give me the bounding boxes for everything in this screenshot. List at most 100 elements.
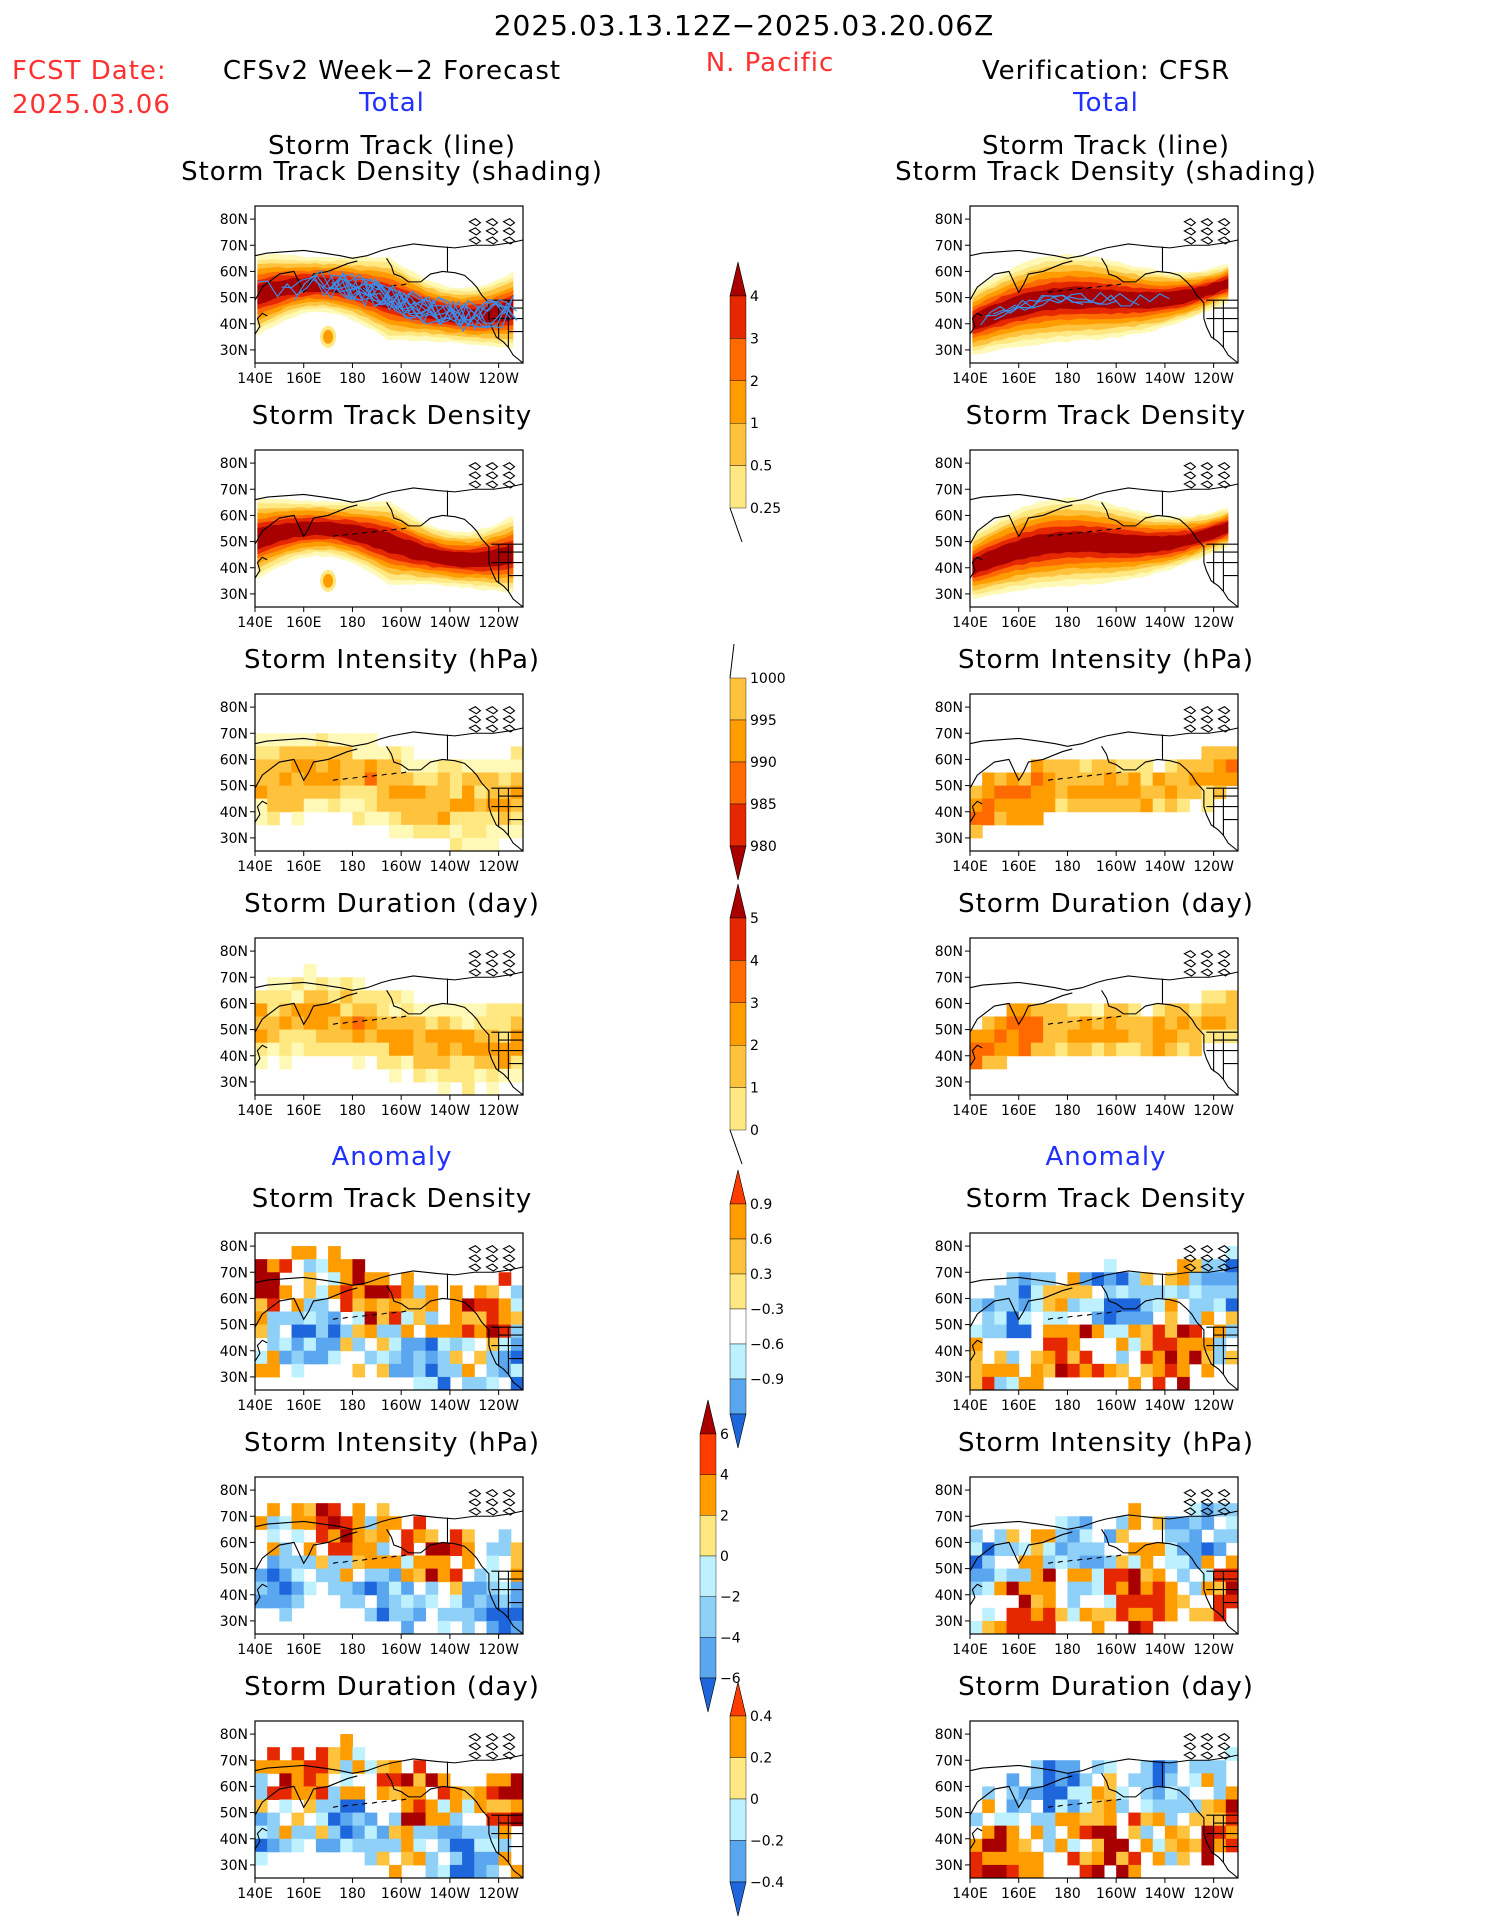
colorbar-cap: [729, 1129, 743, 1165]
grid-cell: [1067, 1363, 1081, 1378]
grid-cell: [1067, 1324, 1081, 1339]
storm-track-line: [341, 270, 518, 328]
lon-tick-label: 120W: [478, 615, 519, 631]
grid-cell: [1018, 1799, 1032, 1814]
grid-cell: [255, 1760, 268, 1774]
grid-cell: [462, 1337, 475, 1352]
colorbar-label: −2: [720, 1590, 741, 1606]
colorbar-segment: [729, 719, 747, 763]
grid-cell: [1079, 1607, 1093, 1622]
colorbar-label: 3: [750, 996, 759, 1012]
grid-cell: [486, 759, 500, 773]
grid-cell: [291, 1350, 305, 1365]
grid-cell: [279, 798, 293, 813]
grid-cell: [340, 1786, 353, 1800]
lat-tick-label: 50N: [935, 1318, 963, 1334]
grid-cell: [498, 1350, 512, 1365]
grid-cell: [510, 746, 524, 760]
grid-cell: [1030, 1376, 1044, 1391]
land-outline: [969, 706, 1239, 852]
grid-cell: [994, 785, 1008, 800]
grid-cell: [1018, 1555, 1032, 1570]
grid-cell: [1091, 1542, 1105, 1556]
grid-cell: [474, 1324, 487, 1339]
grid-cell: [291, 1337, 305, 1352]
arctic-coast-line: [969, 239, 1239, 259]
grid-cell: [462, 1081, 475, 1096]
grid-cell: [1140, 1016, 1154, 1031]
grid-cell: [1116, 1838, 1129, 1853]
lon-tick-label: 160E: [1001, 859, 1037, 875]
land-outline: [254, 1733, 524, 1879]
grid-cell: [449, 1350, 463, 1365]
grid-cell: [1067, 1003, 1081, 1017]
grid-cell: [462, 1581, 475, 1596]
grid-cell: [352, 1298, 366, 1312]
grid-cell: [1018, 785, 1032, 800]
lon-tick-label: 120W: [478, 1886, 519, 1902]
grid-cell: [255, 746, 268, 760]
grid-cell: [315, 746, 329, 760]
grid-cell: [413, 1773, 427, 1787]
grid-cell: [510, 759, 524, 773]
grid-cell: [994, 1016, 1008, 1031]
grid-cell: [1116, 798, 1129, 813]
grid-cell: [279, 1838, 293, 1853]
panel-title: Storm Track (line): [982, 131, 1230, 161]
grid-cell: [437, 1607, 451, 1622]
lat-tick-label: 60N: [220, 1779, 248, 1795]
grid-cell: [1225, 1568, 1239, 1583]
grid-cell: [303, 733, 317, 747]
grid-cell: [1225, 1324, 1239, 1339]
grid-cell: [510, 1363, 524, 1378]
grid-cell: [449, 772, 463, 787]
grid-cell: [1116, 1529, 1129, 1543]
grid-cell: [1177, 1016, 1190, 1031]
grid-cell: [291, 785, 305, 800]
grid-cell: [352, 977, 366, 991]
grid-cell: [1079, 1799, 1093, 1814]
grid-cell: [255, 1825, 268, 1840]
grid-cell: [1067, 1838, 1081, 1853]
grid-cell: [352, 811, 366, 826]
grid-cell: [267, 1747, 280, 1761]
grid-cell: [970, 1851, 983, 1866]
forecast-anomaly-label: Anomaly: [331, 1142, 453, 1172]
grid-cell: [994, 1029, 1008, 1044]
kamchatka-coast-line: [969, 992, 1073, 1033]
grid-cell: [1043, 1773, 1056, 1787]
grid-cell: [1055, 1324, 1068, 1339]
grid-cell: [291, 1581, 305, 1596]
grid-cell: [389, 1029, 402, 1044]
grid-cell: [449, 1311, 463, 1326]
grid-cell: [389, 1825, 402, 1840]
grid-cell: [1091, 1324, 1105, 1339]
grid-cell: [303, 798, 317, 813]
grid-cell: [1006, 1851, 1020, 1866]
colorbar-segment: [729, 761, 747, 805]
grid-cell: [474, 785, 487, 800]
grid-cell: [1128, 798, 1142, 813]
lat-tick-label: 70N: [935, 970, 963, 986]
map-frame: [254, 449, 524, 608]
grid-cell: [1225, 1350, 1239, 1365]
grid-cell: [498, 1055, 512, 1070]
grid-cell: [389, 1555, 402, 1570]
grid-cell: [462, 811, 475, 826]
lon-tick-label: 140E: [952, 1886, 988, 1902]
arctic-islands-line: [468, 1733, 516, 1760]
colorbar-segment: [729, 422, 747, 466]
grid-cell: [1055, 1516, 1068, 1530]
lon-tick-label: 120W: [1193, 615, 1234, 631]
grid-cell: [376, 1029, 390, 1044]
grid-cell: [1006, 1542, 1020, 1556]
grid-cell: [1055, 759, 1068, 773]
grid-cell: [1104, 1272, 1117, 1286]
grid-cell: [1177, 1838, 1190, 1853]
grid-cell: [315, 785, 329, 800]
grid-cell: [425, 811, 439, 826]
colorbar-label: −4: [720, 1630, 741, 1646]
grid-cell: [328, 1529, 341, 1543]
panel-title: Storm Intensity (hPa): [957, 645, 1255, 675]
